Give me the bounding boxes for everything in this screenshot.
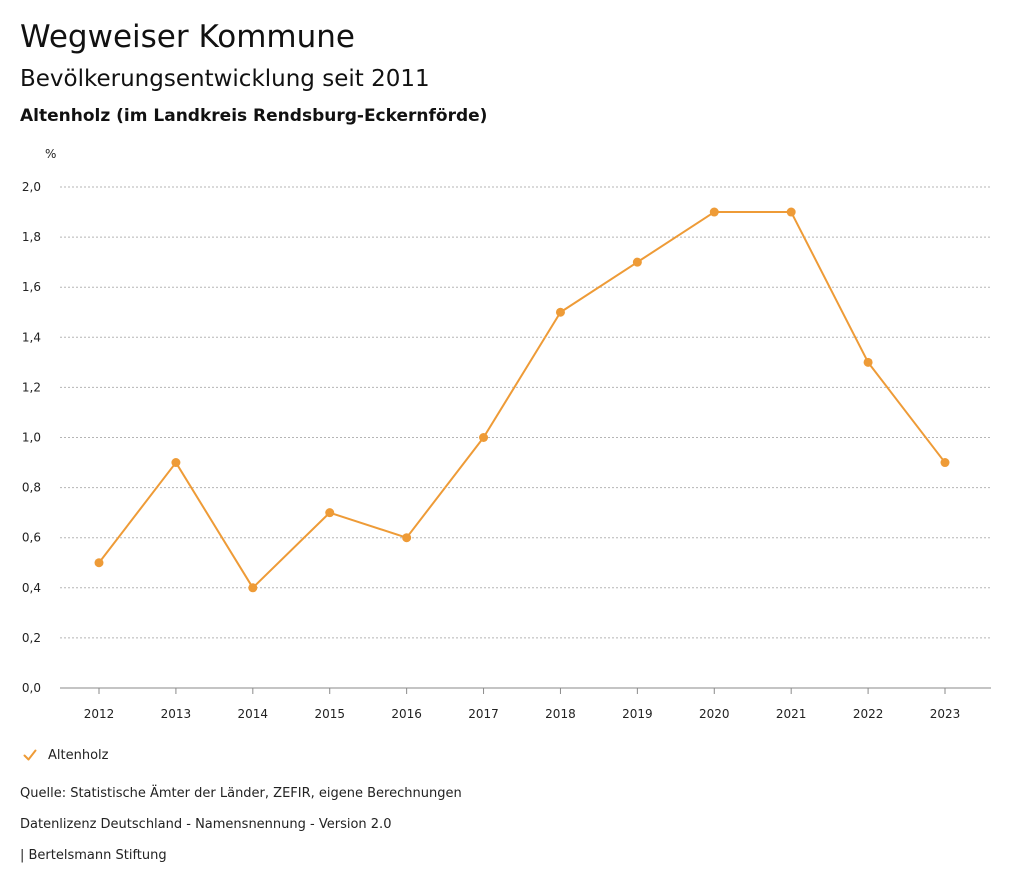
y-tick-label: 1,2	[22, 380, 41, 394]
x-tick-label: 2017	[468, 707, 499, 721]
y-tick-label: 0,2	[22, 631, 41, 645]
y-tick-label: 0,4	[22, 581, 41, 595]
legend[interactable]: Altenholz	[22, 745, 108, 765]
x-tick-label: 2016	[391, 707, 422, 721]
y-tick-label: 0,6	[22, 531, 41, 545]
y-tick-label: 1,4	[22, 330, 41, 344]
x-tick-label: 2022	[853, 707, 884, 721]
x-tick-label: 2020	[699, 707, 730, 721]
series-layer	[94, 207, 950, 593]
y-tick-label: 1,8	[22, 230, 41, 244]
grid-lines	[60, 186, 991, 689]
data-point[interactable]	[555, 307, 565, 317]
x-tick-label: 2015	[314, 707, 345, 721]
x-tick-label: 2013	[161, 707, 192, 721]
legend-label-altenholz: Altenholz	[48, 747, 109, 763]
page-title: Wegweiser Kommune	[20, 19, 355, 55]
x-tick-label: 2019	[622, 707, 653, 721]
data-point[interactable]	[171, 458, 181, 468]
data-point[interactable]	[94, 558, 104, 568]
data-point[interactable]	[248, 583, 258, 593]
x-tick-label: 2023	[930, 707, 961, 721]
chart-subtitle: Bevölkerungsentwicklung seit 2011	[20, 66, 430, 92]
x-tick-label: 2018	[545, 707, 576, 721]
data-point[interactable]	[325, 508, 335, 518]
y-tick-label: 0,0	[22, 681, 41, 695]
y-axis-ticks: 0,0 0,2 0,4 0,6 0,8 1,0 1,2 1,4 1,6 1,8 2,0	[22, 180, 41, 695]
region-title: Altenholz (im Landkreis Rendsburg-Eckern…	[20, 106, 488, 126]
y-axis-unit-label: %	[45, 147, 56, 161]
data-point[interactable]	[632, 257, 642, 267]
data-point[interactable]	[709, 207, 719, 217]
license-note: Datenlizenz Deutschland - Namensnennung …	[20, 817, 392, 832]
y-tick-label: 2,0	[22, 180, 41, 194]
x-axis-ticks: 2012 2013 2014 2015 2016 2017 2018 2019 2020 2021…	[84, 688, 961, 721]
data-point[interactable]	[402, 533, 412, 543]
source-note: Quelle: Statistische Ämter der Länder, Z…	[20, 786, 462, 801]
y-tick-label: 1,0	[22, 431, 41, 445]
check-mark-icon	[23, 749, 37, 761]
y-tick-label: 1,6	[22, 280, 41, 294]
data-point[interactable]	[863, 357, 873, 367]
x-tick-label: 2014	[238, 707, 269, 721]
data-point[interactable]	[479, 433, 489, 442]
x-tick-label: 2021	[776, 707, 807, 721]
y-tick-label: 0,8	[22, 481, 41, 495]
publisher-note: | Bertelsmann Stiftung	[20, 848, 167, 863]
series-line-altenholz	[98, 211, 946, 589]
data-point[interactable]	[940, 458, 950, 468]
data-point[interactable]	[786, 207, 796, 217]
x-tick-label: 2012	[84, 707, 115, 721]
